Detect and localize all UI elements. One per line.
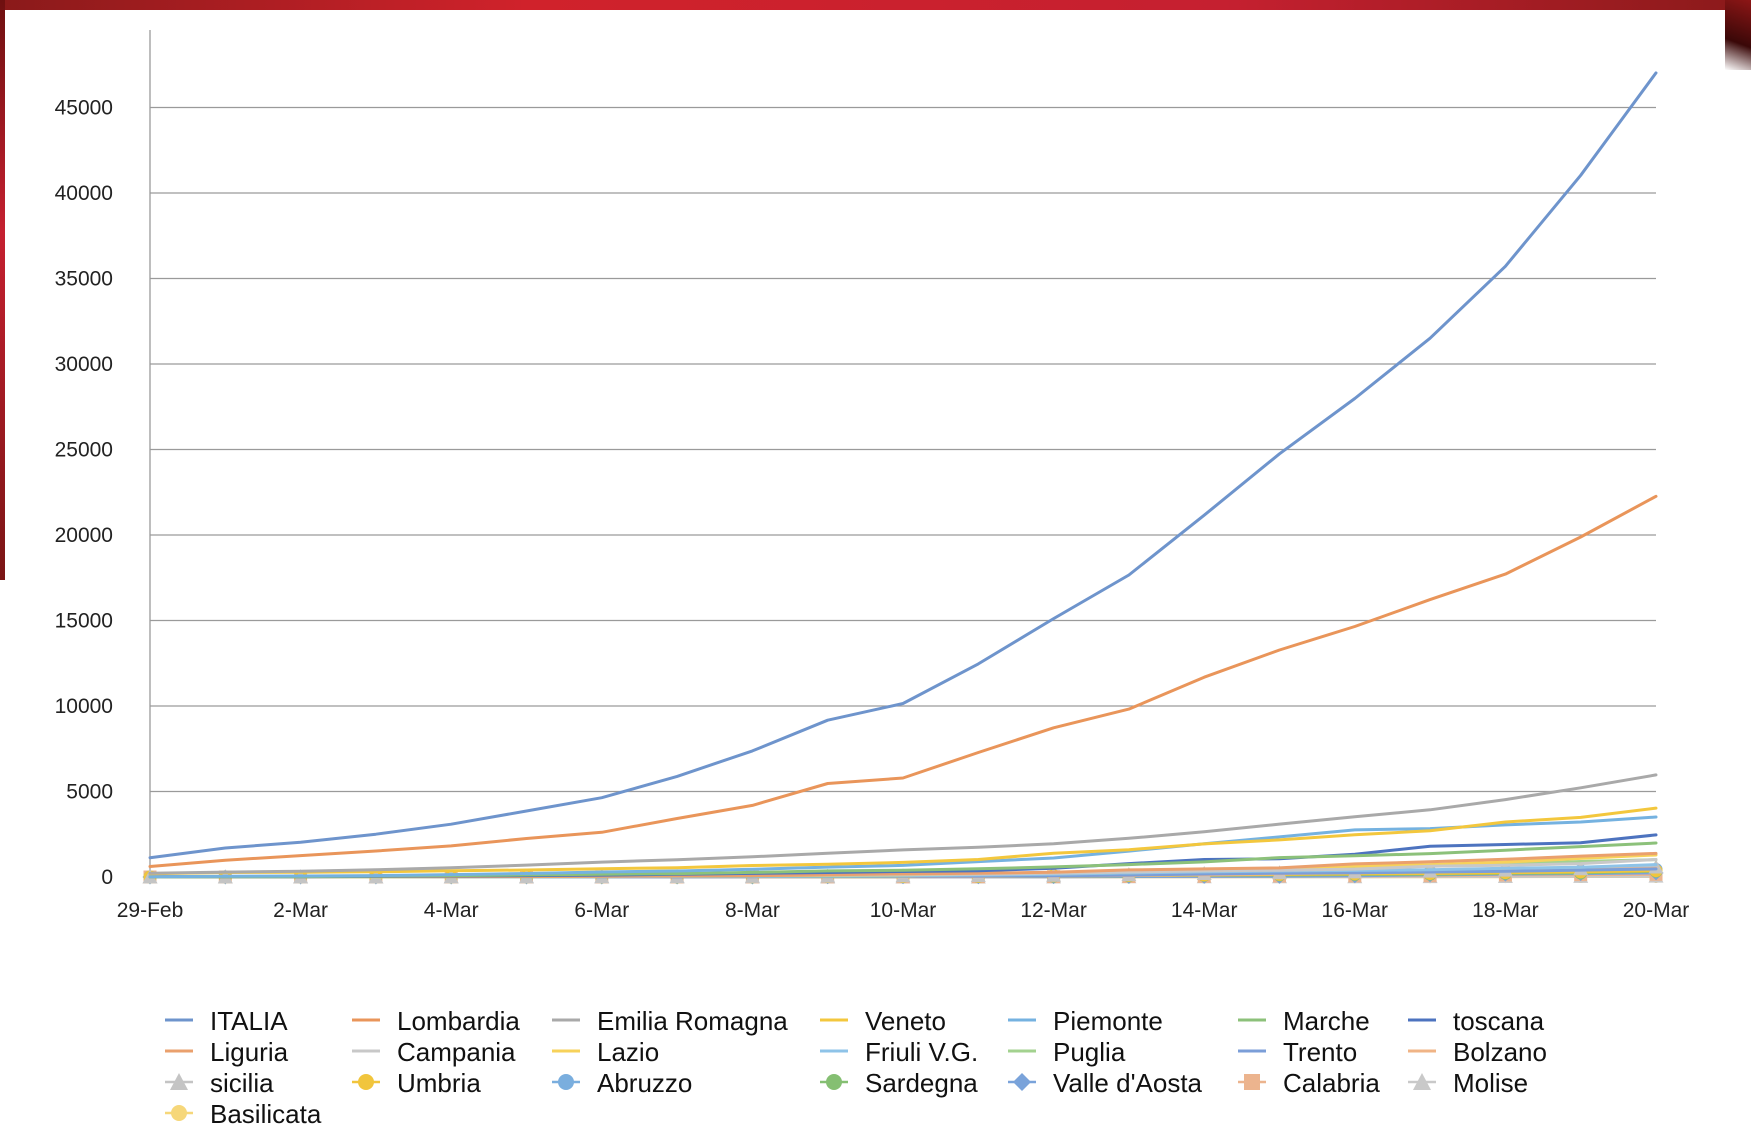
legend-label: Basilicata xyxy=(210,1099,322,1127)
header-red-band xyxy=(0,0,1751,10)
legend-label: Campania xyxy=(397,1037,516,1067)
legend-item-emilia-romagna: Emilia Romagna xyxy=(552,1006,788,1036)
axes xyxy=(149,30,1657,883)
series-line-piemonte xyxy=(148,815,1658,879)
x-tick-label: 12-Mar xyxy=(1020,899,1087,922)
legend-item-umbria: Umbria xyxy=(352,1068,481,1098)
series-piemonte xyxy=(148,815,1658,879)
legend-label: Piemonte xyxy=(1053,1006,1163,1036)
y-tick-label: 0 xyxy=(101,866,113,889)
legend-item-trento: Trento xyxy=(1238,1037,1357,1067)
legend-item-sicilia: sicilia xyxy=(165,1068,274,1098)
legend-label: Molise xyxy=(1453,1068,1528,1098)
y-tick-label: 35000 xyxy=(55,268,113,291)
left-red-edge xyxy=(0,0,5,580)
legend-marker-circle xyxy=(558,1074,574,1090)
legend: ITALIA Lombardia Emilia Romagna Veneto Piemo… xyxy=(165,1006,1547,1127)
legend-item-bolzano: Bolzano xyxy=(1408,1037,1547,1067)
y-axis-tick-labels: 0 5000 10000 15000 20000 25000 30000 35000 40000… xyxy=(55,97,113,890)
x-axis-tick-labels: 29-Feb 2-Mar 4-Mar 6-Mar 8-Mar 10-Mar 12-Mar 14… xyxy=(117,899,1690,922)
x-tick-label: 14-Mar xyxy=(1171,899,1238,922)
legend-label: Emilia Romagna xyxy=(597,1006,788,1036)
legend-marker-diamond xyxy=(1013,1073,1031,1091)
y-tick-label: 20000 xyxy=(55,524,113,547)
y-tick-label: 45000 xyxy=(55,97,113,120)
legend-label: Bolzano xyxy=(1453,1037,1547,1067)
x-tick-label: 10-Mar xyxy=(870,899,937,922)
legend-label: Lombardia xyxy=(397,1006,520,1036)
y-tick-label: 10000 xyxy=(55,695,113,718)
x-tick-label: 6-Mar xyxy=(574,899,629,922)
legend-marker-circle xyxy=(171,1105,187,1121)
gridlines xyxy=(150,106,1656,793)
legend-label: Puglia xyxy=(1053,1037,1126,1067)
legend-item-abruzzo: Abruzzo xyxy=(552,1068,692,1098)
series-line-emilia-romagna xyxy=(148,773,1658,875)
right-dark-corner xyxy=(1725,0,1751,70)
x-tick-label: 29-Feb xyxy=(117,899,184,922)
legend-item-basilicata: Basilicata xyxy=(165,1099,322,1127)
legend-item-friuli-v-g: Friuli V.G. xyxy=(820,1037,978,1067)
legend-item-italia: ITALIA xyxy=(165,1006,288,1036)
series-italia xyxy=(148,71,1658,860)
legend-label: Marche xyxy=(1283,1006,1370,1036)
legend-label: Sardegna xyxy=(865,1068,978,1098)
y-tick-label: 15000 xyxy=(55,610,113,633)
legend-item-liguria: Liguria xyxy=(165,1037,289,1067)
legend-label: toscana xyxy=(1453,1006,1545,1036)
series-line-lombardia xyxy=(148,494,1658,868)
legend-marker-triangle xyxy=(1413,1073,1431,1090)
series-emilia-romagna xyxy=(148,773,1658,875)
legend-item-lombardia: Lombardia xyxy=(352,1006,520,1036)
legend-label: ITALIA xyxy=(210,1006,288,1036)
legend-label: Friuli V.G. xyxy=(865,1037,978,1067)
legend-label: Lazio xyxy=(597,1037,659,1067)
legend-item-molise: Molise xyxy=(1408,1068,1528,1098)
series-veneto xyxy=(148,806,1658,876)
legend-marker-square xyxy=(1244,1074,1260,1090)
legend-item-veneto: Veneto xyxy=(820,1006,946,1036)
legend-label: Abruzzo xyxy=(597,1068,692,1098)
x-tick-label: 16-Mar xyxy=(1322,899,1389,922)
legend-item-valle-d-aosta: Valle d'Aosta xyxy=(1008,1068,1203,1098)
legend-item-marche: Marche xyxy=(1238,1006,1370,1036)
legend-item-toscana: toscana xyxy=(1408,1006,1545,1036)
series-line-veneto xyxy=(148,806,1658,876)
legend-label: Liguria xyxy=(210,1037,289,1067)
x-tick-label: 20-Mar xyxy=(1623,899,1690,922)
legend-marker-triangle xyxy=(170,1073,188,1090)
legend-item-calabria: Calabria xyxy=(1238,1068,1380,1098)
x-tick-label: 4-Mar xyxy=(424,899,479,922)
x-tick-label: 2-Mar xyxy=(273,899,328,922)
series-line-italia xyxy=(148,71,1658,860)
series-lines xyxy=(142,71,1664,885)
legend-label: Trento xyxy=(1283,1037,1357,1067)
legend-label: sicilia xyxy=(210,1068,274,1098)
x-tick-label: 18-Mar xyxy=(1472,899,1539,922)
legend-item-sardegna: Sardegna xyxy=(820,1068,978,1098)
legend-marker-circle xyxy=(826,1074,842,1090)
legend-item-lazio: Lazio xyxy=(552,1037,659,1067)
legend-label: Valle d'Aosta xyxy=(1053,1068,1203,1098)
legend-label: Calabria xyxy=(1283,1068,1380,1098)
x-tick-label: 8-Mar xyxy=(725,899,780,922)
y-tick-label: 40000 xyxy=(55,182,113,205)
legend-label: Umbria xyxy=(397,1068,481,1098)
legend-item-piemonte: Piemonte xyxy=(1008,1006,1163,1036)
y-tick-label: 5000 xyxy=(66,781,113,804)
legend-label: Veneto xyxy=(865,1006,946,1036)
y-tick-label: 25000 xyxy=(55,439,113,462)
legend-item-puglia: Puglia xyxy=(1008,1037,1126,1067)
y-tick-label: 30000 xyxy=(55,353,113,376)
series-lombardia xyxy=(148,494,1658,868)
legend-marker-circle xyxy=(358,1074,374,1090)
legend-item-campania: Campania xyxy=(352,1037,516,1067)
